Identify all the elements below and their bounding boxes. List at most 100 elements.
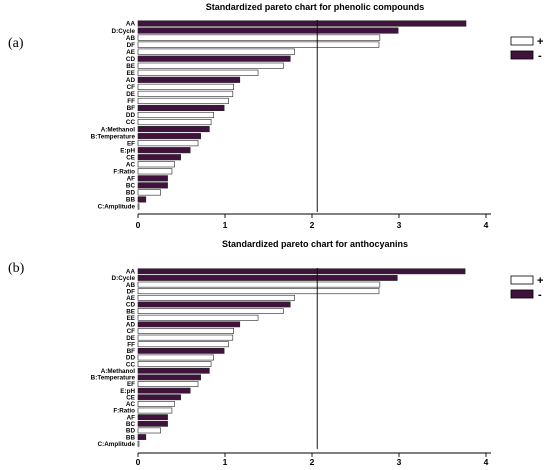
bar-de <box>137 334 234 341</box>
category-label: BB <box>126 434 136 441</box>
category-label: A:Methanol <box>101 368 136 375</box>
bar-bb <box>137 434 147 440</box>
category-label: CD <box>126 302 136 309</box>
bar-bd <box>137 189 161 196</box>
category-label: CF <box>127 328 136 335</box>
category-label: AB <box>126 282 136 289</box>
x-tick-label: 2 <box>310 220 315 230</box>
x-tick-label: 0 <box>136 220 141 230</box>
category-label: C:Amplitude <box>98 204 136 211</box>
category-label: EF <box>127 381 135 388</box>
legend-swatch-negative <box>510 289 534 299</box>
bar-bf <box>137 347 225 354</box>
bar-ac <box>137 161 175 168</box>
category-label: DF <box>127 42 136 49</box>
category-label: DE <box>126 91 135 98</box>
category-label: DD <box>126 355 136 362</box>
legend-swatch-negative <box>510 50 534 60</box>
bar-f-ratio <box>137 168 173 175</box>
category-label: DD <box>126 112 136 119</box>
category-label: CE <box>126 154 135 161</box>
bar-cf <box>137 328 234 334</box>
category-label: AB <box>126 35 136 42</box>
bar-cd <box>137 301 291 308</box>
bar-af <box>137 414 168 421</box>
category-label: BF <box>127 105 136 112</box>
bar-ad <box>137 76 241 83</box>
bar-cc <box>137 118 212 126</box>
category-label: AD <box>126 77 136 84</box>
category-label: AC <box>126 401 136 408</box>
chart-panel-2: (b) Standardized pareto chart for anthocy… <box>8 239 543 467</box>
bar-ef <box>137 381 199 387</box>
bar-ac <box>137 401 175 407</box>
x-tick-label: 4 <box>484 457 489 467</box>
panel-label: (b) <box>8 261 25 276</box>
category-label: AF <box>127 414 136 421</box>
bar-cc <box>137 361 212 368</box>
category-label: DF <box>127 288 136 295</box>
bar-be <box>137 308 284 314</box>
category-label: EE <box>127 70 135 77</box>
chart-title: Standardized pareto chart for phenolic c… <box>206 2 425 12</box>
category-label: F:Ratio <box>113 168 135 175</box>
bar-bf <box>137 104 225 112</box>
bar-c-amplitude <box>137 203 140 210</box>
bar-de <box>137 90 234 97</box>
legend-swatch-positive <box>510 275 534 285</box>
category-label: AA <box>126 21 136 28</box>
legend-label-positive: + <box>537 36 543 48</box>
category-label: D:Cycle <box>112 275 136 282</box>
bar-ad <box>137 321 241 328</box>
category-label: AE <box>126 295 135 302</box>
legend-swatch-positive <box>510 36 534 46</box>
bar-aa <box>137 268 466 275</box>
bar-dd <box>137 111 214 119</box>
bar-d-cycle <box>137 275 398 281</box>
bar-ab <box>137 34 381 41</box>
category-label: C:Amplitude <box>98 441 136 448</box>
category-label: BC <box>126 183 136 190</box>
category-label: AE <box>126 49 135 56</box>
chart-panel-1: (a) Standardized pareto chart for phenoli… <box>8 2 543 230</box>
category-label: E:pH <box>120 388 135 395</box>
category-label: EF <box>127 140 135 147</box>
bar-bd <box>137 427 161 434</box>
bar-ab <box>137 281 381 288</box>
panel-label: (a) <box>8 36 24 51</box>
category-label: AF <box>127 176 136 183</box>
category-label: E:pH <box>120 147 135 154</box>
x-tick-label: 4 <box>484 220 489 230</box>
category-label: AC <box>126 161 136 168</box>
category-label: BB <box>126 197 136 204</box>
bar-f-ratio <box>137 407 173 414</box>
category-label: FF <box>127 341 135 348</box>
x-tick-label: 0 <box>136 457 141 467</box>
category-label: A:Methanol <box>101 126 136 133</box>
chart-title: Standardized pareto chart for anthocyani… <box>222 239 408 249</box>
category-label: CD <box>126 56 136 63</box>
category-label: BE <box>126 308 135 315</box>
legend-label-positive: + <box>537 275 543 287</box>
bar-ee <box>137 314 259 321</box>
category-label: B:Temperature <box>91 375 136 382</box>
category-label: D:Cycle <box>112 28 136 35</box>
category-label: AD <box>126 322 136 329</box>
bar-ce <box>137 394 181 401</box>
category-label: AA <box>126 269 136 276</box>
bar-af <box>137 175 168 182</box>
bar-ee <box>137 69 259 76</box>
bar-ae <box>137 48 295 55</box>
bar-bc <box>137 182 168 189</box>
legend-label-negative: - <box>538 50 542 62</box>
category-label: BD <box>126 190 136 197</box>
x-tick-label: 1 <box>223 457 228 467</box>
x-tick-label: 2 <box>310 457 315 467</box>
category-label: CE <box>126 394 135 401</box>
bar-e-ph <box>137 147 191 154</box>
bar-ff <box>137 341 229 348</box>
category-label: F:Ratio <box>113 408 135 415</box>
category-label: EE <box>127 315 135 322</box>
bar-b-temperature <box>137 133 201 140</box>
category-label: DE <box>126 335 135 342</box>
